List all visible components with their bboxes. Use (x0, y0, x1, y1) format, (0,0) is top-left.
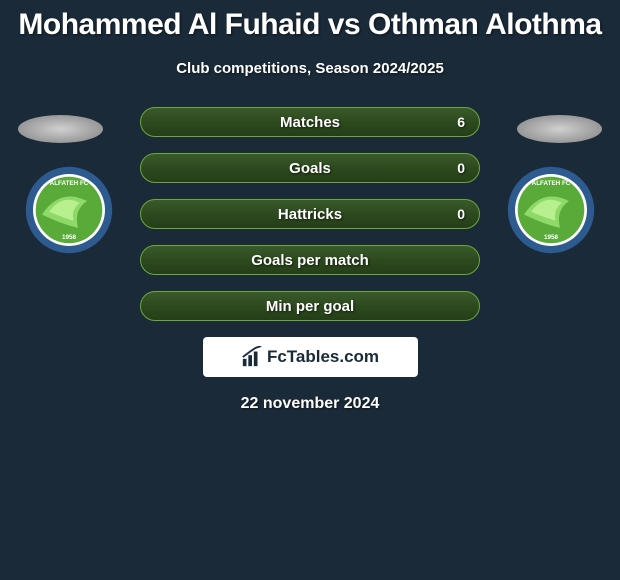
stat-row: Goals 0 (140, 153, 480, 183)
page-title: Mohammed Al Fuhaid vs Othman Alothma (0, 0, 620, 42)
svg-text:1958: 1958 (544, 234, 559, 241)
stat-value: 0 (457, 160, 465, 176)
player-avatar-left (18, 115, 103, 143)
stat-label: Min per goal (266, 298, 354, 315)
stat-value: 6 (457, 114, 465, 130)
chart-icon (241, 346, 263, 368)
svg-text:1958: 1958 (62, 234, 77, 241)
player-avatar-right (517, 115, 602, 143)
stat-row: Min per goal (140, 291, 480, 321)
svg-text:ALFATEH FC: ALFATEH FC (50, 180, 89, 187)
stats-list: Matches 6 Goals 0 Hattricks 0 Goals per … (140, 107, 480, 321)
stat-row: Hattricks 0 (140, 199, 480, 229)
brand-text: FcTables.com (267, 347, 379, 367)
stat-label: Goals per match (251, 252, 369, 269)
stat-row: Goals per match (140, 245, 480, 275)
club-badge-right: ALFATEH FC 1958 (506, 165, 596, 255)
club-badge-left: ALFATEH FC 1958 (24, 165, 114, 255)
page-subtitle: Club competitions, Season 2024/2025 (0, 60, 620, 77)
comparison-panel: ALFATEH FC 1958 ALFATEH FC 1958 Matches … (0, 107, 620, 413)
brand-badge: FcTables.com (203, 337, 418, 377)
stat-label: Hattricks (278, 206, 342, 223)
stat-label: Matches (280, 114, 340, 131)
footer-date: 22 november 2024 (0, 395, 620, 413)
stat-row: Matches 6 (140, 107, 480, 137)
stat-label: Goals (289, 160, 331, 177)
stat-value: 0 (457, 206, 465, 222)
svg-text:ALFATEH FC: ALFATEH FC (532, 180, 571, 187)
